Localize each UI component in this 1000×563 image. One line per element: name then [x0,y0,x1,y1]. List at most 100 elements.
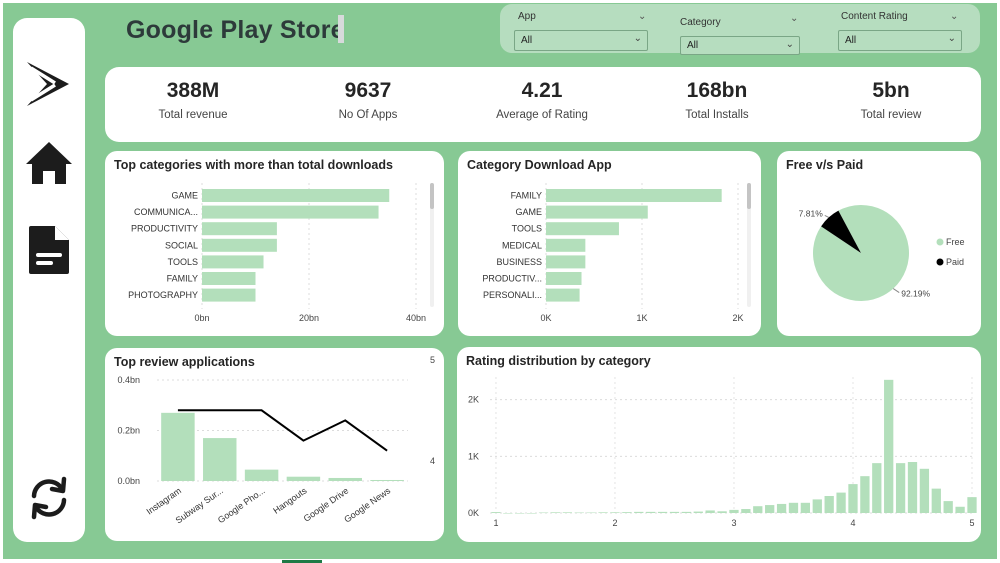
bar [812,499,822,513]
category-label: MEDICAL [502,240,542,250]
category-label: PRODUCTIVITY [131,224,198,234]
filter-category-select[interactable]: All ⌄ [680,36,800,55]
bar [574,512,584,514]
kpi-total-revenue: 388M Total revenue [118,79,268,121]
bar [202,288,256,302]
bar [860,476,870,513]
filter-content-rating-label: Content Rating [841,11,908,22]
filter-content-rating-select[interactable]: All ⌄ [838,30,962,51]
play-store-icon[interactable] [25,58,73,106]
kpi-label: Total Installs [685,109,749,121]
bar [776,503,787,513]
legend-label: Free [946,237,965,247]
bar [955,506,965,513]
legend-label: Paid [946,257,964,267]
bar [503,513,513,514]
bottom-strip [0,559,1000,563]
y-tick-label: 1K [468,451,479,461]
x-tick-label: 2K [732,313,743,323]
bar [202,222,277,236]
bar [202,238,277,252]
bar [753,506,763,513]
sidebar [13,18,85,542]
bar [884,379,894,513]
bar [717,511,727,513]
chevron-down-icon: ⌄ [947,33,956,44]
rating-distribution-chart: 0K 1K 2K 1 2 3 4 5 [468,377,977,528]
x-tick-label: 4 [850,518,855,528]
bar [546,288,580,302]
kpi-value: 168bn [686,79,748,102]
bar [681,511,692,513]
bar [931,488,941,513]
chart-title: Category Download App [467,158,612,172]
bar [967,497,977,513]
chart-title: Rating distribution by category [466,354,651,368]
kpi-card: 388M Total revenue 9637 No Of Apps 4.21 … [105,67,981,142]
chart-card-top-review-apps: Top review applications 0.0bn 0.2bn 0.4bn 4… [105,348,444,541]
active-page-tab[interactable] [282,560,322,563]
x-tick-label: 2 [612,518,617,528]
scrollbar-thumb [430,183,434,209]
category-label: SOCIAL [165,240,198,250]
bar [328,477,362,481]
scrollbar-thumb [747,183,751,209]
bar [872,463,882,513]
refresh-icon[interactable] [25,474,73,522]
title-text-cursor [338,15,344,43]
chart-card-rating-distribution: Rating distribution by category 0K 1K 2K 1 2… [457,347,981,542]
top-categories-chart: 0bn 20bn 40bn GAME COMMUNICA... PRODUCTIVITY S… [128,183,434,323]
x-tick-label: 20bn [299,313,319,323]
x-tick-label: 1K [636,313,647,323]
bar [610,512,620,513]
chevron-down-icon[interactable]: ⌄ [638,11,647,22]
chevron-down-icon[interactable]: ⌄ [950,11,959,22]
bar [161,412,195,481]
home-icon[interactable] [25,140,73,188]
leader-line [824,214,829,218]
bar [546,255,586,269]
bar [634,511,644,513]
category-label: GAME [171,191,198,201]
category-label: FAMILY [511,191,542,201]
x-tick-label: 3 [731,518,736,528]
bar [848,484,858,513]
document-icon[interactable] [25,224,73,274]
bar [669,511,680,513]
bar [203,438,237,481]
y-tick-label: 0.2bn [117,426,140,436]
filter-app-value: All [521,35,533,46]
bar [598,512,608,513]
kpi-value: 4.21 [521,79,563,102]
filter-content-rating: Content Rating ⌄ All ⌄ [822,9,962,51]
slice-value-label: 92.19% [901,289,930,299]
kpi-label: Average of Rating [496,109,588,121]
bar [550,512,561,513]
bar [765,505,775,513]
chart-card-free-vs-paid: Free v/s Paid 92.19% 7.81% Free Paid [777,151,981,336]
bar [788,502,799,513]
slice-value-label: 7.81% [799,208,824,218]
bar [491,512,501,513]
page-title: Google Play Store [126,16,345,44]
bar [824,496,834,513]
kpi-total-review: 5bn Total review [816,79,966,121]
filter-content-rating-value: All [845,35,857,46]
kpi-label: Total review [860,109,922,121]
filter-app-select[interactable]: All ⌄ [514,30,648,51]
bar [657,511,668,513]
bar [202,255,264,269]
filter-category-label: Category [680,17,721,28]
category-label: TOOLS [168,257,198,267]
bar [202,272,256,285]
bar [705,510,715,513]
bar [286,476,321,481]
chevron-down-icon[interactable]: ⌄ [790,13,799,24]
y-tick-label: 2K [468,395,479,405]
filter-category-value: All [687,40,699,51]
pie-slice [821,210,861,253]
x-tick-label: Hangouts [271,485,309,516]
bar [202,189,390,202]
bar [370,479,404,481]
